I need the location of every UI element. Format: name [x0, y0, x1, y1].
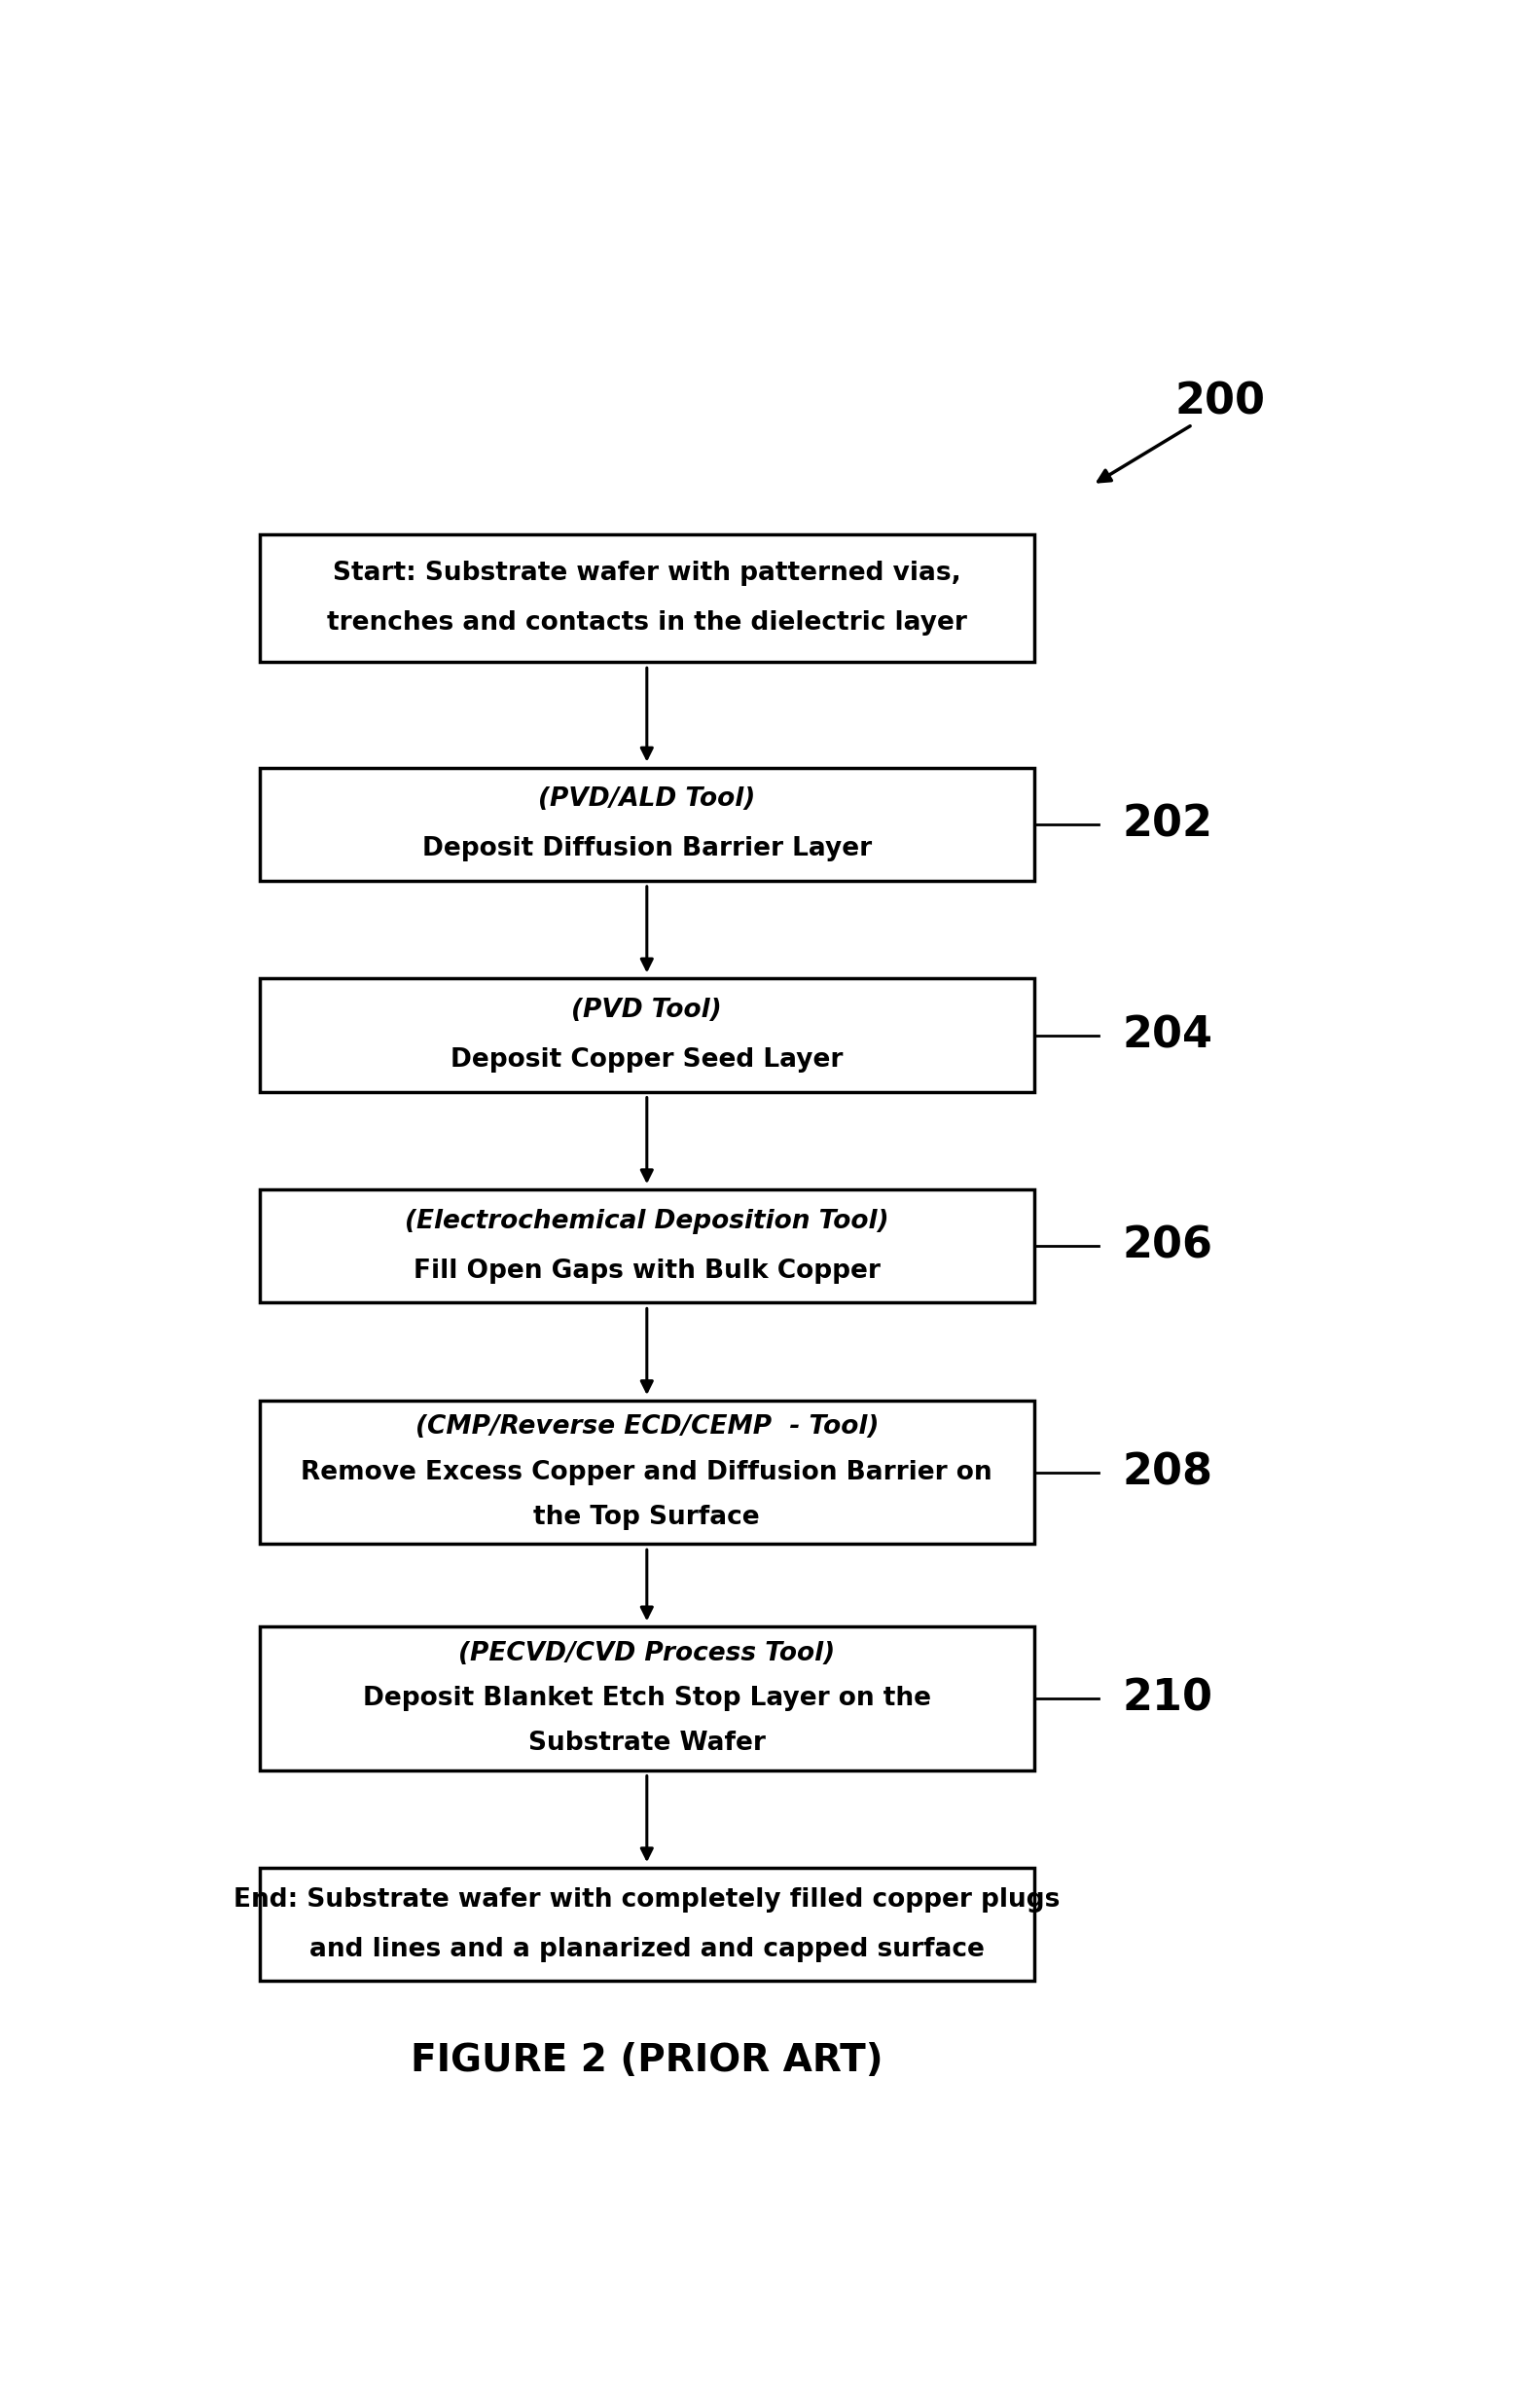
Text: End: Substrate wafer with completely filled copper plugs: End: Substrate wafer with completely fil…: [233, 1888, 1060, 1912]
Text: FIGURE 2 (PRIOR ART): FIGURE 2 (PRIOR ART): [410, 2042, 883, 2078]
Bar: [260, 1628, 1034, 1770]
Text: trenches and contacts in the dielectric layer: trenches and contacts in the dielectric …: [327, 609, 967, 636]
Text: Start: Substrate wafer with patterned vias,: Start: Substrate wafer with patterned vi…: [333, 561, 961, 585]
Text: Deposit Copper Seed Layer: Deposit Copper Seed Layer: [451, 1047, 843, 1072]
Text: (PVD Tool): (PVD Tool): [572, 997, 722, 1023]
Bar: [260, 1190, 1034, 1303]
Text: 208: 208: [1122, 1452, 1213, 1493]
Text: 206: 206: [1122, 1226, 1213, 1267]
Text: Deposit Blanket Etch Stop Layer on the: Deposit Blanket Etch Stop Layer on the: [363, 1686, 931, 1712]
Text: and lines and a planarized and capped surface: and lines and a planarized and capped su…: [309, 1936, 984, 1963]
Text: the Top Surface: the Top Surface: [533, 1505, 760, 1529]
Text: Remove Excess Copper and Diffusion Barrier on: Remove Excess Copper and Diffusion Barri…: [301, 1459, 993, 1486]
Bar: [260, 1869, 1034, 1982]
Bar: [260, 978, 1034, 1091]
Text: 204: 204: [1122, 1014, 1213, 1057]
Text: (CMP/Reverse ECD/CEMP  - Tool): (CMP/Reverse ECD/CEMP - Tool): [415, 1413, 878, 1440]
Text: (PVD/ALD Tool): (PVD/ALD Tool): [539, 787, 755, 811]
Text: Fill Open Gaps with Bulk Copper: Fill Open Gaps with Bulk Copper: [413, 1259, 880, 1283]
Text: 200: 200: [1175, 380, 1266, 424]
Bar: [260, 1401, 1034, 1544]
Bar: [260, 768, 1034, 881]
Bar: [260, 535, 1034, 662]
Text: Deposit Diffusion Barrier Layer: Deposit Diffusion Barrier Layer: [422, 836, 872, 862]
Text: 210: 210: [1122, 1678, 1213, 1719]
Text: Substrate Wafer: Substrate Wafer: [528, 1731, 766, 1755]
Text: 202: 202: [1122, 804, 1213, 845]
Text: (Electrochemical Deposition Tool): (Electrochemical Deposition Tool): [404, 1209, 889, 1233]
Text: (PECVD/CVD Process Tool): (PECVD/CVD Process Tool): [459, 1640, 836, 1666]
